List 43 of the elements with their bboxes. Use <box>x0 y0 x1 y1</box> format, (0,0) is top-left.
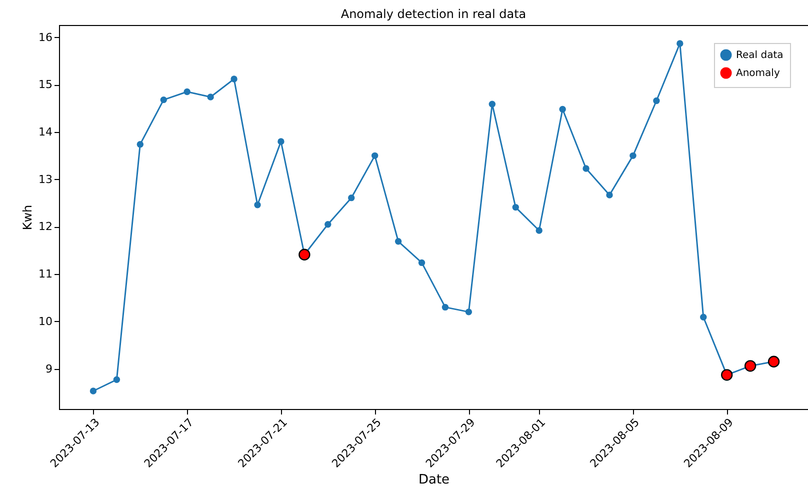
point <box>348 194 355 202</box>
chart-title: Anomaly detection in real data <box>340 7 526 21</box>
point <box>278 138 284 145</box>
point <box>442 304 449 311</box>
point <box>768 356 780 368</box>
point <box>418 259 426 266</box>
y-tick-label: 10 <box>38 314 52 328</box>
legend-label: Real data <box>736 50 784 61</box>
point <box>512 204 519 211</box>
legend-label: Anomaly <box>736 68 780 79</box>
point <box>90 388 97 394</box>
point <box>371 152 378 160</box>
point <box>394 238 402 245</box>
y-tick-label: 14 <box>38 126 52 139</box>
y-tick-label: 9 <box>46 362 52 376</box>
y-tick-label: 12 <box>38 220 52 234</box>
point <box>700 314 707 320</box>
point <box>184 88 190 96</box>
point <box>630 152 636 160</box>
point <box>676 40 684 47</box>
point <box>465 308 472 316</box>
point <box>606 192 613 198</box>
point <box>721 369 733 381</box>
point <box>488 100 496 108</box>
point <box>536 227 542 234</box>
point <box>254 202 261 208</box>
point <box>230 76 238 82</box>
y-tick-label: 11 <box>38 268 52 281</box>
point <box>582 165 590 172</box>
y-tick-label: 13 <box>38 172 52 186</box>
point <box>324 220 332 228</box>
point <box>136 140 144 148</box>
point <box>207 94 214 100</box>
point <box>160 96 167 104</box>
y-axis-title: Kwh <box>20 204 35 230</box>
point <box>113 376 120 383</box>
y-tick-label: 16 <box>38 30 52 44</box>
point <box>298 248 310 260</box>
point <box>559 106 566 113</box>
point <box>653 97 660 104</box>
point <box>744 360 756 372</box>
y-tick-label: 15 <box>38 78 52 92</box>
x-axis-title: Date <box>418 472 450 488</box>
